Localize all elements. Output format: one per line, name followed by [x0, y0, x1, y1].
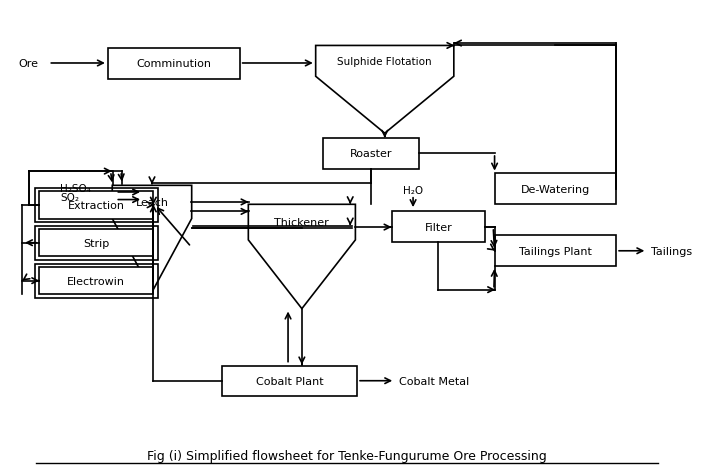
- Text: H₂SO₄: H₂SO₄: [60, 183, 91, 193]
- Text: Electrowin: Electrowin: [67, 276, 126, 286]
- FancyBboxPatch shape: [496, 236, 616, 267]
- Text: Filter: Filter: [425, 222, 452, 232]
- FancyBboxPatch shape: [108, 49, 239, 79]
- FancyBboxPatch shape: [39, 229, 153, 257]
- Polygon shape: [249, 205, 355, 309]
- Text: Fig (i) Simplified flowsheet for Tenke-Fungurume Ore Processing: Fig (i) Simplified flowsheet for Tenke-F…: [147, 449, 547, 462]
- Text: Ore: Ore: [19, 59, 39, 69]
- FancyBboxPatch shape: [39, 268, 153, 295]
- Text: H₂O: H₂O: [403, 186, 423, 196]
- Polygon shape: [112, 186, 192, 292]
- Polygon shape: [316, 46, 453, 134]
- FancyBboxPatch shape: [223, 366, 357, 397]
- FancyBboxPatch shape: [39, 192, 153, 219]
- Text: De-Watering: De-Watering: [521, 185, 590, 195]
- Text: Tailings Plant: Tailings Plant: [519, 246, 592, 256]
- Text: Tailings: Tailings: [651, 246, 691, 256]
- FancyBboxPatch shape: [323, 139, 419, 169]
- Text: SO₂: SO₂: [60, 193, 79, 203]
- Text: Roaster: Roaster: [350, 149, 392, 159]
- Text: Cobalt Plant: Cobalt Plant: [256, 376, 324, 386]
- Text: Thickener: Thickener: [274, 218, 329, 228]
- Text: Sulphide Flotation: Sulphide Flotation: [338, 57, 432, 67]
- Text: Strip: Strip: [84, 238, 110, 248]
- FancyBboxPatch shape: [496, 174, 616, 205]
- FancyBboxPatch shape: [392, 212, 485, 243]
- Text: Leach: Leach: [135, 198, 168, 208]
- Text: Extraction: Extraction: [68, 200, 125, 210]
- Text: Cobalt Metal: Cobalt Metal: [399, 376, 469, 386]
- Text: Comminution: Comminution: [137, 59, 211, 69]
